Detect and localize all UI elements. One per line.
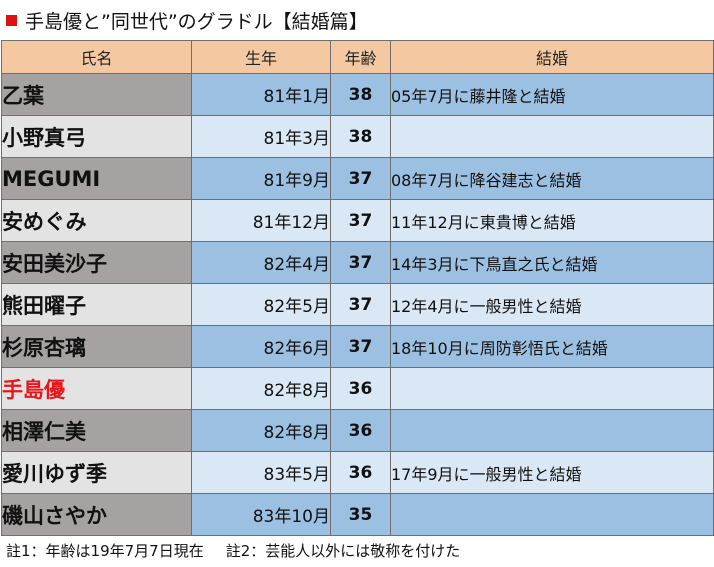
cell-name: 乙葉 [1,73,192,116]
cell-marriage: 14年3月に下鳥直之氏と結婚 [390,241,714,284]
cell-age: 37 [330,283,391,326]
cell-marriage: 17年9月に一般男性と結婚 [390,451,714,494]
cell-marriage: 05年7月に藤井隆と結婚 [390,73,714,116]
cell-name: 相澤仁美 [1,409,192,452]
table-row: 手島優 82年8月 36 [1,367,714,410]
cell-name: 磯山さやか [1,493,192,536]
cell-birth: 81年9月 [191,157,331,200]
cell-age: 38 [330,115,391,158]
cell-age: 35 [330,493,391,536]
cell-marriage: 08年7月に降谷建志と結婚 [390,157,714,200]
cell-age: 37 [330,157,391,200]
cell-age: 36 [330,409,391,452]
page-title: 手島優と”同世代”のグラドル【結婚篇】 [0,0,714,40]
cell-age: 36 [330,367,391,410]
cell-birth: 83年10月 [191,493,331,536]
data-table: 氏名 生年 年齢 結婚 乙葉 81年1月 38 05年7月に藤井隆と結婚 小野真… [1,40,714,536]
cell-birth: 81年12月 [191,199,331,242]
header-name: 氏名 [1,40,192,74]
cell-birth: 82年8月 [191,409,331,452]
cell-marriage: 11年12月に東貴博と結婚 [390,199,714,242]
red-square-icon [6,14,17,26]
cell-name-highlighted: 手島優 [1,367,192,410]
cell-age: 37 [330,199,391,242]
cell-name: 杉原杏璃 [1,325,192,368]
cell-name: MEGUMI [1,157,192,200]
cell-birth: 83年5月 [191,451,331,494]
cell-birth: 81年3月 [191,115,331,158]
page-title-text: 手島優と”同世代”のグラドル【結婚篇】 [25,10,368,33]
cell-age: 37 [330,241,391,284]
cell-age: 38 [330,73,391,116]
table-header-row: 氏名 生年 年齢 結婚 [1,40,714,74]
table-row: 小野真弓 81年3月 38 [1,115,714,158]
cell-birth: 82年8月 [191,367,331,410]
cell-age: 37 [330,325,391,368]
cell-marriage: 18年10月に周防彰悟氏と結婚 [390,325,714,368]
header-marriage: 結婚 [390,40,714,74]
table-row: 相澤仁美 82年8月 36 [1,409,714,452]
table-row: 乙葉 81年1月 38 05年7月に藤井隆と結婚 [1,73,714,116]
table-row: 磯山さやか 83年10月 35 [1,493,714,536]
table-row: 安めぐみ 81年12月 37 11年12月に東貴博と結婚 [1,199,714,242]
header-age: 年齢 [330,40,391,74]
table-row: 愛川ゆず季 83年5月 36 17年9月に一般男性と結婚 [1,451,714,494]
cell-marriage [390,493,714,536]
table-row: 杉原杏璃 82年6月 37 18年10月に周防彰悟氏と結婚 [1,325,714,368]
footnote: 註1：年齢は19年7月7日現在 註2：芸能人以外には敬称を付けた [0,533,714,567]
cell-birth: 82年4月 [191,241,331,284]
footnote-1: 註1：年齢は19年7月7日現在 [6,541,204,560]
header-birth: 生年 [191,40,331,74]
cell-marriage [390,367,714,410]
cell-birth: 82年6月 [191,325,331,368]
table-row: 熊田曜子 82年5月 37 12年4月に一般男性と結婚 [1,283,714,326]
cell-name: 熊田曜子 [1,283,192,326]
cell-name: 安めぐみ [1,199,192,242]
cell-age: 36 [330,451,391,494]
cell-marriage: 12年4月に一般男性と結婚 [390,283,714,326]
cell-name: 愛川ゆず季 [1,451,192,494]
cell-name: 小野真弓 [1,115,192,158]
cell-marriage [390,115,714,158]
table-row: 安田美沙子 82年4月 37 14年3月に下鳥直之氏と結婚 [1,241,714,284]
cell-birth: 82年5月 [191,283,331,326]
cell-name: 安田美沙子 [1,241,192,284]
cell-marriage [390,409,714,452]
table-row: MEGUMI 81年9月 37 08年7月に降谷建志と結婚 [1,157,714,200]
footnote-2: 註2：芸能人以外には敬称を付けた [225,541,461,560]
cell-birth: 81年1月 [191,73,331,116]
